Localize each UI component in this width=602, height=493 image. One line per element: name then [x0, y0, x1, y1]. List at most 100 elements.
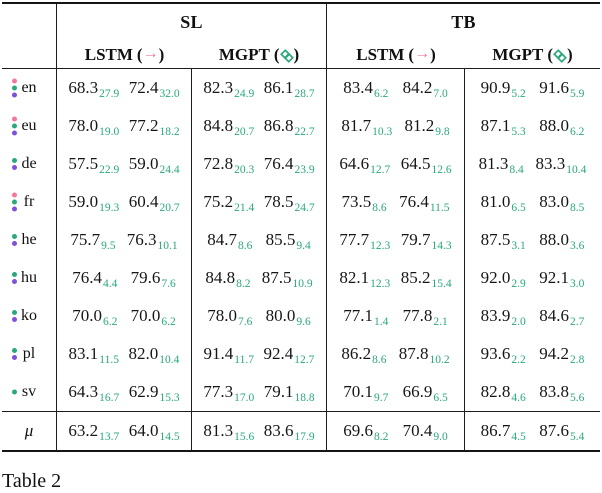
score: 87.810.2	[399, 344, 450, 366]
score-main: 59.0	[128, 154, 159, 173]
score: 70.06.2	[130, 306, 176, 328]
score-main: 70.0	[130, 306, 161, 325]
sl-lstm-cell: 83.111.5 82.010.4	[57, 335, 192, 373]
lang-label: hu	[21, 269, 37, 286]
score: 88.03.6	[539, 230, 584, 252]
sl-lstm-cell: 57.522.9 59.024.4	[57, 145, 192, 183]
score-sub: 5.3	[511, 126, 526, 138]
score: 60.420.7	[129, 192, 180, 214]
score: 63.213.7	[68, 421, 119, 443]
score-sub: 6.5	[433, 392, 448, 404]
sl-lstm-cell: 75.79.5 76.310.1	[57, 221, 192, 259]
score-sub: 10.1	[157, 240, 178, 252]
score-main: 63.2	[68, 421, 99, 440]
tb-lstm-cell: 73.58.6 76.411.5	[327, 183, 465, 221]
score: 64.014.5	[129, 421, 180, 443]
model-name: LSTM	[356, 44, 405, 64]
score-main: 85.2	[400, 268, 431, 287]
score: 85.215.4	[400, 268, 452, 290]
score: 83.08.5	[539, 192, 584, 214]
score-sub: 2.9	[511, 278, 526, 290]
score: 64.316.7	[68, 382, 119, 404]
score: 94.22.8	[539, 344, 585, 366]
score-main: 90.9	[480, 78, 511, 97]
score-main: 84.8	[203, 116, 234, 135]
score: 93.62.2	[481, 344, 526, 366]
score-main: 83.9	[480, 306, 511, 325]
score-sub: 32.0	[159, 88, 180, 100]
score-main: 83.6	[263, 421, 294, 440]
score: 88.06.2	[539, 116, 585, 138]
score: 81.29.8	[405, 116, 450, 138]
score-sub: 1.4	[374, 316, 389, 328]
score: 81.38.4	[479, 154, 524, 176]
score: 70.49.0	[403, 421, 448, 443]
score-main: 91.4	[203, 344, 234, 363]
purple-dot	[12, 130, 17, 136]
corner-cell	[2, 41, 57, 68]
sl-lstm-cell: 59.019.3 60.420.7	[57, 183, 192, 221]
sl-lstm-cell: 78.019.0 77.218.2	[57, 107, 192, 145]
score-sub: 23.9	[294, 164, 315, 176]
lang-dots	[12, 192, 17, 212]
score-sub: 6.2	[570, 126, 585, 138]
score-sub: 2.7	[570, 316, 585, 328]
score-main: 83.8	[539, 382, 570, 401]
score: 76.423.9	[264, 154, 315, 176]
score: 59.019.3	[68, 192, 120, 214]
score-sub: 2.2	[511, 354, 526, 366]
score: 85.59.4	[265, 230, 311, 252]
score-sub: 18.8	[294, 392, 315, 404]
score: 80.09.6	[265, 306, 311, 328]
purple-dot	[12, 241, 17, 246]
lang-cell: hu	[2, 259, 57, 297]
tb-lstm-cell: 70.19.7 66.96.5	[327, 373, 465, 411]
results-table: SL TB LSTM(→) MGPT() LSTM(→) MGPT() en 6…	[2, 2, 600, 452]
score: 83.85.6	[539, 382, 585, 404]
score: 73.58.6	[341, 192, 386, 214]
score: 91.65.9	[539, 78, 585, 100]
score: 75.221.4	[203, 192, 254, 214]
score-main: 85.5	[265, 230, 296, 249]
score-sub: 8.2	[374, 431, 389, 443]
right-arrow-icon: →	[414, 44, 431, 62]
score-sub: 2.8	[570, 354, 585, 366]
score: 87.510.9	[262, 268, 313, 290]
score-main: 64.3	[68, 382, 99, 401]
score-sub: 5.6	[570, 392, 585, 404]
score: 78.07.6	[207, 306, 253, 328]
score-main: 80.0	[265, 306, 296, 325]
score-main: 72.4	[128, 78, 159, 97]
score-sub: 18.2	[159, 126, 180, 138]
score-main: 70.0	[72, 306, 102, 325]
score-sub: 2.1	[433, 316, 448, 328]
score-sub: 5.9	[570, 88, 585, 100]
score: 72.820.3	[203, 154, 254, 176]
score-main: 83.1	[68, 344, 99, 363]
score: 84.88.2	[205, 268, 250, 290]
score: 75.79.5	[70, 230, 115, 252]
lang-cell: ko	[2, 297, 57, 335]
score: 86.128.7	[264, 78, 315, 100]
score: 77.82.1	[403, 306, 448, 328]
score-main: 81.7	[341, 116, 372, 135]
lang-dots	[12, 158, 17, 170]
score-main: 83.4	[343, 78, 373, 97]
score-sub: 6.2	[103, 316, 118, 328]
score-main: 76.3	[126, 230, 157, 249]
score-main: 76.4	[399, 192, 429, 211]
lang-label: eu	[21, 117, 37, 134]
score-main: 86.8	[263, 116, 294, 135]
score: 69.68.2	[343, 421, 389, 443]
score-sub: 19.3	[99, 202, 120, 214]
score-sub: 4.4	[103, 278, 118, 290]
score-sub: 9.4	[296, 240, 311, 252]
tb-mgpt-cell: 87.15.3 88.06.2	[465, 107, 600, 145]
sl-lstm-header: LSTM(→)	[84, 44, 165, 64]
score: 77.218.2	[129, 116, 180, 138]
tb-lstm-cell: 83.46.2 84.27.0	[327, 69, 465, 107]
tb-lstm-cell: 69.68.2 70.49.0	[327, 412, 465, 450]
score-main: 84.8	[205, 268, 236, 287]
score-sub: 7.6	[238, 316, 253, 328]
score: 87.65.4	[539, 421, 584, 443]
